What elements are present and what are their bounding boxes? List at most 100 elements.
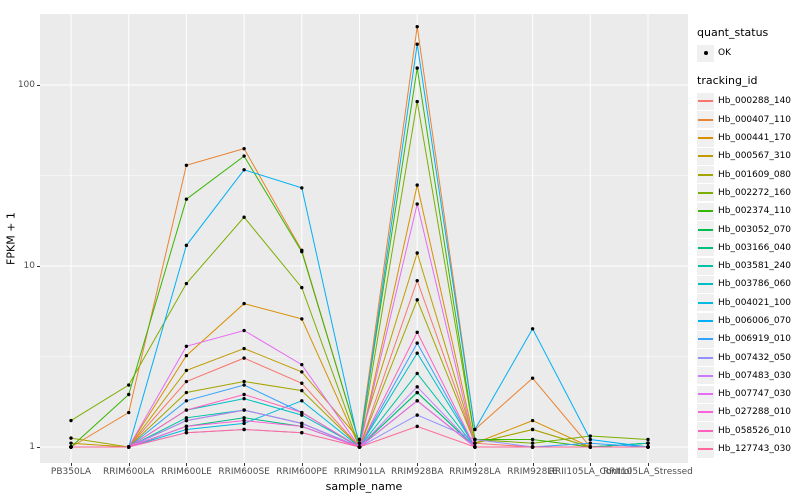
x-tick-mark bbox=[301, 463, 303, 466]
data-point bbox=[473, 427, 477, 432]
legend-key-box bbox=[697, 312, 714, 330]
data-point bbox=[242, 215, 246, 219]
data-point bbox=[300, 186, 304, 190]
data-point bbox=[127, 445, 131, 449]
data-point bbox=[184, 281, 189, 286]
line-swatch-icon bbox=[698, 118, 713, 121]
line-swatch-icon bbox=[698, 320, 713, 322]
x-tick-mark bbox=[128, 463, 130, 466]
point-swatch-icon bbox=[703, 51, 708, 56]
line-swatch-icon bbox=[698, 155, 713, 158]
y-tick-mark bbox=[37, 447, 40, 448]
legend-item: Hb_003581_240 bbox=[697, 257, 800, 275]
data-point bbox=[242, 346, 246, 351]
data-point bbox=[530, 445, 535, 449]
x-tick-mark bbox=[532, 463, 534, 466]
data-point bbox=[357, 445, 362, 449]
data-point bbox=[69, 418, 73, 423]
legend-key-box bbox=[697, 221, 714, 239]
data-point bbox=[300, 399, 304, 403]
y-tick-label: 10 bbox=[23, 260, 35, 271]
line-swatch-icon bbox=[698, 393, 713, 396]
x-tick-mark bbox=[590, 463, 592, 466]
x-tick-label: RRIM600PE bbox=[276, 467, 328, 477]
legend-label: Hb_004021_100 bbox=[718, 297, 792, 308]
line-swatch-icon bbox=[698, 265, 713, 268]
data-point bbox=[184, 430, 189, 435]
data-point bbox=[415, 424, 419, 429]
data-point bbox=[530, 437, 535, 442]
data-point bbox=[357, 437, 362, 442]
data-point bbox=[242, 427, 246, 432]
data-point bbox=[473, 441, 477, 445]
data-point bbox=[184, 416, 189, 420]
data-point bbox=[646, 437, 650, 442]
plot-panel bbox=[40, 14, 688, 463]
line-swatch-icon bbox=[698, 338, 713, 341]
legend-item: Hb_027288_010 bbox=[697, 403, 800, 421]
data-point bbox=[530, 441, 535, 445]
legend-label: Hb_000288_140 bbox=[718, 96, 792, 107]
legend-item: Hb_003052_070 bbox=[697, 220, 800, 239]
legend-title-tracking-id: tracking_id bbox=[697, 74, 758, 88]
data-point bbox=[242, 154, 246, 158]
legend-label: Hb_127743_030 bbox=[718, 444, 792, 455]
legend-item: Hb_002272_160 bbox=[697, 184, 800, 202]
data-point bbox=[242, 168, 246, 172]
legend-key-box bbox=[697, 275, 714, 293]
legend-label: Hb_006919_010 bbox=[718, 334, 792, 345]
data-point bbox=[242, 408, 246, 412]
x-axis-title: sample_name bbox=[325, 480, 403, 493]
data-point bbox=[415, 341, 419, 345]
legend-key-box bbox=[697, 202, 714, 220]
data-point bbox=[357, 441, 362, 445]
data-point bbox=[242, 356, 246, 360]
legend-key-box bbox=[697, 184, 714, 202]
legend-key-box bbox=[697, 239, 714, 257]
line-swatch-icon bbox=[698, 173, 713, 176]
x-tick-label: PB350LA bbox=[50, 467, 92, 477]
y-axis-title: FPKM + 1 bbox=[4, 212, 18, 265]
legend-label: Hb_003052_070 bbox=[718, 224, 792, 235]
legend-key-box bbox=[697, 44, 714, 62]
legend-item: Hb_004021_100 bbox=[697, 294, 800, 312]
data-point bbox=[415, 390, 419, 395]
legend-label: Hb_000441_170 bbox=[718, 133, 792, 144]
data-point bbox=[184, 418, 189, 423]
x-tick-mark bbox=[244, 463, 246, 466]
data-point bbox=[184, 399, 189, 403]
plot-area bbox=[40, 14, 688, 463]
legend-item: Hb_007432_050 bbox=[697, 348, 800, 367]
legend-key-box bbox=[697, 166, 714, 184]
data-point bbox=[184, 390, 189, 395]
legend-label: Hb_007483_030 bbox=[718, 370, 792, 381]
legend-key-box bbox=[697, 440, 714, 458]
x-tick-mark bbox=[359, 463, 361, 466]
data-point bbox=[127, 410, 131, 415]
data-point bbox=[415, 99, 419, 104]
legend-item: Hb_000407_110 bbox=[697, 111, 800, 129]
data-point bbox=[242, 421, 246, 426]
line-swatch-icon bbox=[698, 301, 713, 304]
line-swatch-icon bbox=[698, 137, 713, 140]
legend-key-box bbox=[697, 330, 714, 348]
data-point bbox=[242, 146, 246, 151]
line-swatch-icon bbox=[698, 356, 713, 359]
data-point bbox=[530, 376, 535, 380]
data-point bbox=[415, 66, 419, 70]
legend-item: Hb_000441_170 bbox=[697, 129, 800, 147]
legend-key-box bbox=[697, 111, 714, 129]
x-tick-mark bbox=[417, 463, 419, 466]
x-tick-label: RRIM600LE bbox=[160, 467, 212, 477]
data-point bbox=[242, 418, 246, 423]
line-swatch-icon bbox=[698, 246, 713, 249]
data-point bbox=[415, 371, 419, 376]
x-tick-label: RRIM928LE bbox=[507, 467, 558, 477]
data-point bbox=[184, 379, 189, 384]
data-point bbox=[300, 430, 304, 435]
data-point bbox=[415, 399, 419, 403]
data-point bbox=[300, 362, 304, 367]
data-point bbox=[588, 437, 592, 442]
legend-label: Hb_058526_010 bbox=[718, 425, 792, 436]
